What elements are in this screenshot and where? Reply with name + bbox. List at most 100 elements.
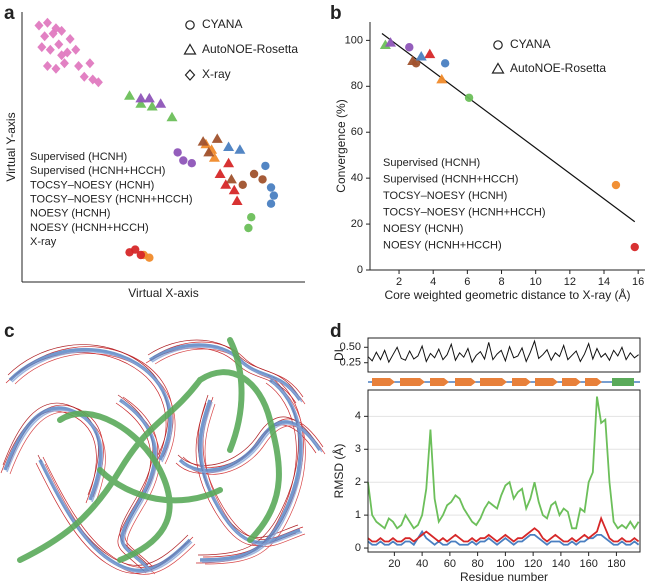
marker-triangle xyxy=(155,98,167,108)
y-tick-label: 0.50 xyxy=(340,341,361,353)
y-tick-label: 4 xyxy=(355,410,361,422)
marker-circle xyxy=(266,199,276,208)
marker-circle xyxy=(411,59,421,68)
data-line xyxy=(367,396,640,530)
legend-label: NOESY (HCNH) xyxy=(383,223,463,235)
marker-diamond xyxy=(45,44,55,55)
legend-label: TOCSY–NOESY (HCNH+HCCH) xyxy=(383,206,545,218)
x-tick-label: 14 xyxy=(598,276,610,288)
xray-segment xyxy=(197,369,282,543)
marker-triangle xyxy=(436,73,448,84)
y-tick-label: 2 xyxy=(355,476,361,488)
marker-triangle xyxy=(228,184,240,195)
structure-image xyxy=(0,337,326,575)
marker-circle xyxy=(440,59,450,68)
marker-diamond xyxy=(184,69,196,81)
legend-label: X-ray xyxy=(30,236,57,248)
y-tick-label: 3 xyxy=(355,443,361,455)
x-tick-label: 4 xyxy=(430,276,436,288)
marker-triangle xyxy=(166,111,178,122)
y-tick-label: 100 xyxy=(345,34,363,46)
marker-circle xyxy=(258,175,267,184)
marker-triangle xyxy=(225,173,237,184)
y-tick-label: 0 xyxy=(355,542,361,554)
marker-triangle xyxy=(143,92,155,103)
panel-label: a xyxy=(4,3,15,24)
x-tick-label: 160 xyxy=(579,558,597,570)
marker-circle xyxy=(611,180,621,190)
marker-triangle xyxy=(146,101,158,111)
marker-circle xyxy=(493,40,503,50)
marker-diamond xyxy=(57,25,67,36)
xray-segment xyxy=(17,377,203,563)
marker-circle xyxy=(179,156,188,165)
marker-triangle xyxy=(491,62,505,74)
legend-label: NOESY (HCNH+HCCH) xyxy=(30,222,149,234)
x-tick-label: 20 xyxy=(388,558,400,570)
marker-diamond xyxy=(48,28,58,39)
data-line xyxy=(367,339,639,364)
ss-strands xyxy=(372,378,602,386)
marker-triangle xyxy=(211,133,223,143)
panel-label: b xyxy=(330,3,342,24)
legend-label: X-ray xyxy=(202,67,231,81)
x-tick-label: 120 xyxy=(524,558,542,570)
x-axis-label: Virtual X-axis xyxy=(128,286,198,300)
xray-segment xyxy=(97,467,223,504)
y-axis-label: RMSD (Å) xyxy=(331,444,346,499)
marker-diamond xyxy=(71,44,81,55)
x-tick-label: 16 xyxy=(632,276,644,288)
marker-triangle xyxy=(384,37,396,47)
marker-diamond xyxy=(40,31,50,42)
marker-triangle xyxy=(183,43,197,55)
legend-label: AutoNOE-Rosetta xyxy=(202,42,298,56)
legend-label: Supervised (HCNH) xyxy=(383,157,480,169)
marker-triangle xyxy=(223,141,235,151)
xray-segment xyxy=(57,410,173,563)
x-tick-label: 12 xyxy=(564,276,576,288)
marker-circle xyxy=(145,253,154,262)
marker-triangle xyxy=(214,168,226,178)
marker-diamond xyxy=(42,17,52,28)
legend-label: Supervised (HCNH+HCCH) xyxy=(383,173,518,185)
marker-circle xyxy=(131,245,140,254)
legend-label: CYANA xyxy=(510,37,550,51)
y-axis-label: DI xyxy=(332,349,346,361)
marker-circle xyxy=(261,161,270,171)
marker-diamond xyxy=(79,71,89,82)
secondary-structure xyxy=(368,378,640,386)
x-tick-label: 10 xyxy=(530,276,542,288)
marker-circle xyxy=(185,20,195,30)
marker-diamond xyxy=(85,58,95,69)
panel-label: d xyxy=(330,321,342,342)
marker-triangle xyxy=(135,98,147,108)
marker-triangle xyxy=(424,48,436,59)
marker-triangle xyxy=(197,136,209,146)
marker-triangle xyxy=(234,144,246,154)
legend-label: NOESY (HCNH) xyxy=(30,208,110,220)
y-tick-label: 1 xyxy=(355,509,361,521)
marker-triangle xyxy=(223,157,235,168)
marker-triangle xyxy=(208,152,220,162)
y-axis-label: Convergence (%) xyxy=(334,99,348,192)
marker-diamond xyxy=(93,77,103,88)
marker-diamond xyxy=(37,42,47,53)
legend-label: CYANA xyxy=(202,17,242,31)
marker-triangle xyxy=(203,146,215,157)
y-tick-label: 80 xyxy=(351,80,363,92)
marker-circle xyxy=(249,169,259,179)
marker-circle xyxy=(173,148,182,157)
legend-label: Supervised (HCNH) xyxy=(30,151,127,163)
xray-trace xyxy=(17,337,282,563)
x-tick-label: 60 xyxy=(444,558,456,570)
marker-triangle xyxy=(124,90,136,100)
xray-segment xyxy=(227,337,245,453)
x-tick-label: 180 xyxy=(607,558,625,570)
ss-helix xyxy=(612,378,634,386)
marker-triangle xyxy=(415,50,427,61)
panel-label: c xyxy=(4,321,15,342)
marker-circle xyxy=(244,223,253,233)
y-tick-label: 40 xyxy=(351,172,363,184)
legend-label: AutoNOE-Rosetta xyxy=(510,61,606,75)
